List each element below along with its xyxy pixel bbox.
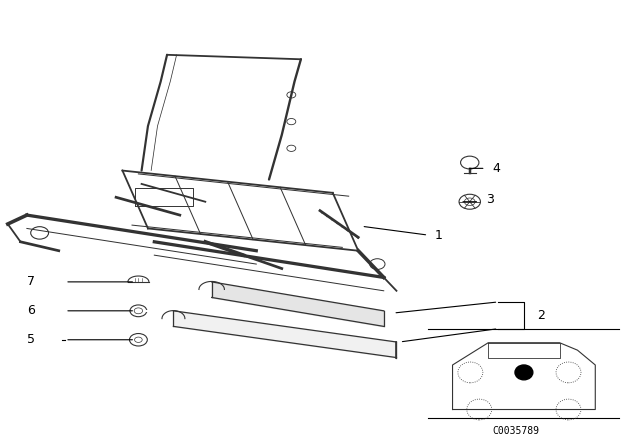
- Text: 1: 1: [435, 228, 443, 241]
- Text: 5: 5: [27, 333, 35, 346]
- Text: 2: 2: [537, 309, 545, 322]
- Text: 6: 6: [27, 304, 35, 317]
- Text: 4: 4: [492, 162, 500, 175]
- Text: 7: 7: [27, 276, 35, 289]
- Text: 3: 3: [486, 193, 493, 206]
- Text: C0035789: C0035789: [492, 426, 539, 436]
